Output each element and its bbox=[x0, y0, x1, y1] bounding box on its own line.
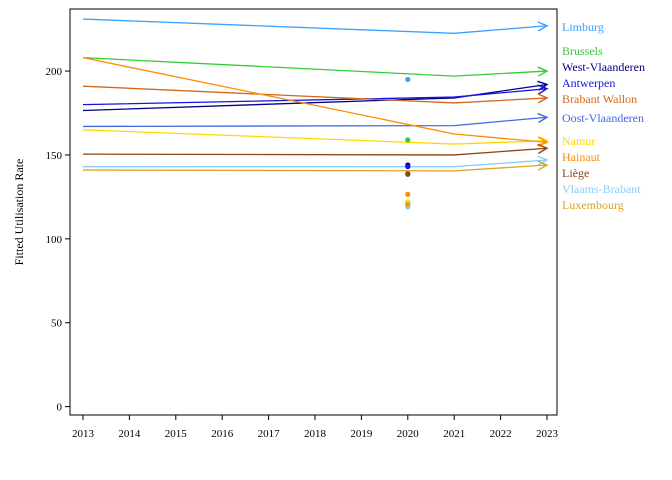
point-2020 bbox=[405, 191, 411, 197]
point-2020 bbox=[405, 201, 411, 208]
series-line bbox=[82, 85, 548, 104]
point-2020 bbox=[405, 171, 411, 177]
series-arrowhead bbox=[537, 21, 549, 32]
legend-label: Limburg bbox=[562, 20, 604, 34]
series-line bbox=[82, 129, 548, 145]
series-line bbox=[82, 147, 548, 156]
series-arrowhead bbox=[537, 84, 549, 95]
point-2020 bbox=[405, 164, 411, 170]
point-2020 bbox=[405, 76, 411, 83]
series-line bbox=[83, 159, 548, 168]
series-arrowhead bbox=[537, 160, 549, 171]
x-tick-label: 2021 bbox=[443, 428, 465, 440]
x-tick-label: 2019 bbox=[350, 428, 373, 440]
series-arrowhead bbox=[537, 143, 549, 154]
y-tick-label: 200 bbox=[46, 66, 63, 78]
y-tick-label: 150 bbox=[46, 150, 63, 162]
series-line bbox=[82, 57, 548, 144]
x-tick-label: 2013 bbox=[72, 428, 95, 440]
legend-label: Vlaams-Brabant bbox=[562, 182, 641, 196]
x-tick-label: 2017 bbox=[258, 428, 281, 440]
legend-label: Liège bbox=[562, 166, 589, 180]
x-tick-label: 2015 bbox=[165, 428, 188, 440]
legend-label: Brussels bbox=[562, 44, 603, 58]
legend-label: Luxembourg bbox=[562, 198, 624, 212]
point-2020 bbox=[405, 137, 411, 143]
legend-label: Oost-Vlaanderen bbox=[562, 111, 644, 125]
series-line bbox=[82, 116, 548, 128]
legend-label: Hainaut bbox=[562, 150, 601, 164]
y-axis-title: Fitted Utilisation Rate bbox=[12, 159, 26, 266]
x-tick-label: 2016 bbox=[211, 428, 234, 440]
x-tick-label: 2023 bbox=[536, 428, 559, 440]
plot-frame bbox=[69, 8, 558, 416]
y-tick-label: 100 bbox=[46, 234, 63, 246]
series-line bbox=[82, 83, 548, 112]
y-tick-label: 0 bbox=[57, 402, 63, 414]
legend-label: West-Vlaanderen bbox=[562, 60, 645, 74]
legend: Limburg Brussels West-Vlaanderen Antwerpen B… bbox=[562, 20, 645, 212]
series-line bbox=[82, 164, 548, 172]
x-tick-label: 2020 bbox=[397, 428, 420, 440]
dots-2020 bbox=[405, 76, 411, 210]
axes: 0 50 100 150 200 2013 2014 2015 2016 2017 2018 2019… bbox=[46, 8, 559, 440]
series-arrowhead bbox=[537, 80, 549, 91]
series-arrowhead bbox=[537, 66, 549, 77]
series-arrowhead bbox=[537, 112, 549, 124]
series-line bbox=[82, 57, 548, 77]
legend-label: Namur bbox=[562, 134, 595, 148]
series-line bbox=[82, 88, 548, 106]
series-arrowhead bbox=[537, 93, 549, 104]
legend-label: Brabant Wallon bbox=[562, 92, 637, 106]
series-arrowhead bbox=[537, 136, 549, 147]
series-lines bbox=[82, 18, 549, 172]
x-tick-label: 2014 bbox=[118, 428, 141, 440]
series-line bbox=[82, 18, 548, 34]
legend-label: Antwerpen bbox=[562, 76, 615, 90]
x-tick-label: 2022 bbox=[490, 428, 512, 440]
series-arrowhead bbox=[537, 155, 549, 166]
y-tick-label: 50 bbox=[51, 318, 63, 330]
x-tick-label: 2018 bbox=[304, 428, 327, 440]
